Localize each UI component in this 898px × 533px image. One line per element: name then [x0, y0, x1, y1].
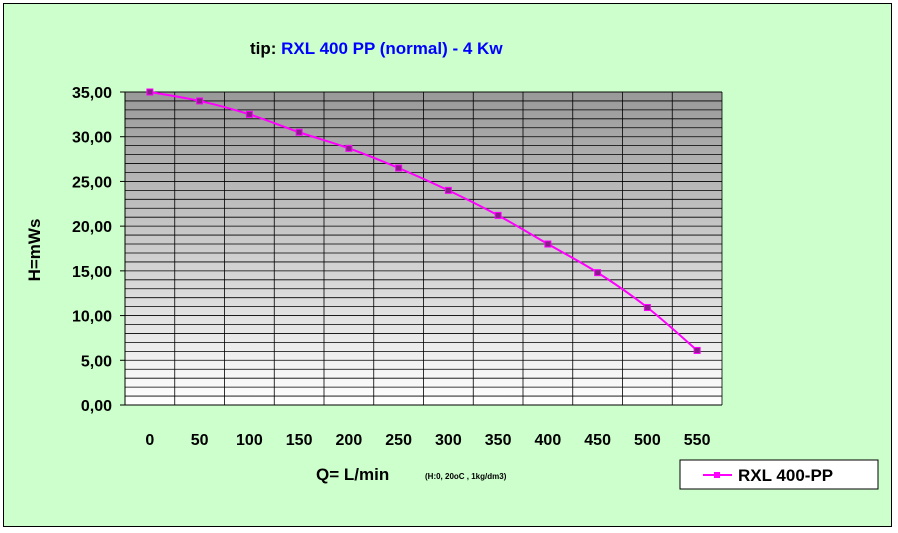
data-point — [295, 128, 303, 136]
x-tick-label: 0 — [145, 432, 154, 449]
x-tick-label: 150 — [286, 432, 313, 449]
series-layer — [146, 88, 701, 354]
chart-title-prefix: tip: — [250, 39, 281, 58]
data-point — [345, 144, 353, 152]
y-axis-title: H=mWs — [25, 219, 44, 282]
y-tick-label: 30,00 — [72, 130, 112, 147]
x-axis-title: Q= L/min — [316, 465, 389, 484]
y-tick-label: 15,00 — [72, 264, 112, 281]
x-tick-label: 100 — [236, 432, 263, 449]
x-axis-note: (H:0, 20oC , 1kg/dm3) — [425, 472, 507, 481]
x-tick-label: 350 — [485, 432, 512, 449]
y-tick-label: 20,00 — [72, 219, 112, 236]
x-tick-label: 200 — [336, 432, 363, 449]
data-point — [643, 304, 651, 312]
legend: RXL 400-PP — [679, 459, 879, 490]
x-tick-label: 300 — [435, 432, 462, 449]
chart-area: tip: RXL 400 PP (normal) - 4 Kw 0,00 5,00… — [3, 3, 892, 527]
x-tick-labels: 0 50 100 150 200 250 300 350 400 450 500 550 — [145, 432, 710, 449]
data-point — [594, 269, 602, 277]
data-point — [444, 186, 452, 194]
data-point — [693, 346, 701, 354]
x-tick-label: 450 — [584, 432, 611, 449]
data-point — [146, 88, 154, 96]
line-chart: tip: RXL 400 PP (normal) - 4 Kw 0,00 5,00… — [25, 39, 879, 490]
x-tick-label: 400 — [535, 432, 562, 449]
chart-title: tip: RXL 400 PP (normal) - 4 Kw — [250, 39, 503, 58]
data-point — [395, 164, 403, 172]
y-tick-label: 5,00 — [81, 353, 112, 370]
x-tick-label: 500 — [634, 432, 661, 449]
x-tick-label: 50 — [191, 432, 209, 449]
data-point — [544, 240, 552, 248]
axes — [120, 91, 722, 406]
y-tick-label: 10,00 — [72, 309, 112, 326]
legend-marker-swatch — [714, 472, 720, 478]
data-point — [245, 110, 253, 118]
x-tick-label: 550 — [684, 432, 711, 449]
x-tick-label: 250 — [385, 432, 412, 449]
y-tick-labels: 0,00 5,00 10,00 15,00 20,00 25,00 30,00 35,00 — [72, 85, 112, 415]
y-tick-label: 25,00 — [72, 174, 112, 191]
grid — [125, 91, 723, 405]
chart-title-main: RXL 400 PP (normal) - 4 Kw — [281, 39, 503, 58]
y-tick-label: 35,00 — [72, 85, 112, 102]
legend-entry-label: RXL 400-PP — [738, 466, 833, 485]
data-point — [196, 97, 204, 105]
data-point — [494, 211, 502, 219]
y-tick-label: 0,00 — [81, 398, 112, 415]
